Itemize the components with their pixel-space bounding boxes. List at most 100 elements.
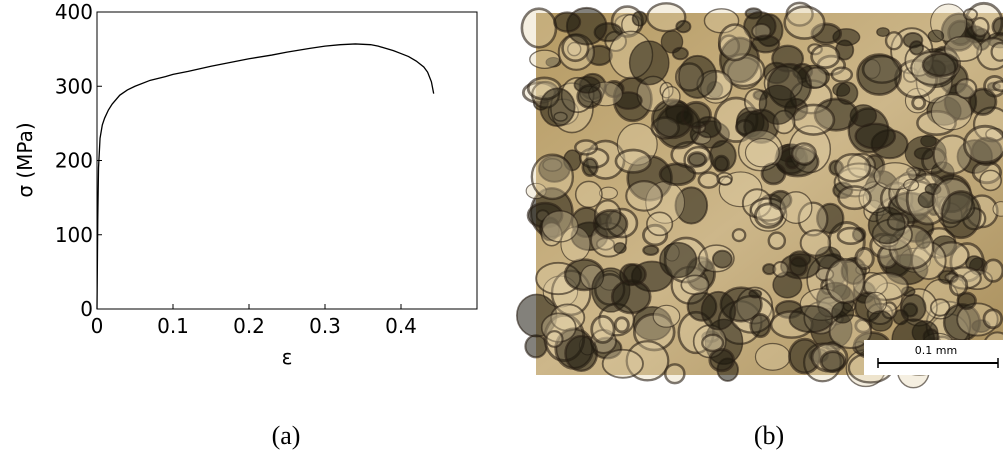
grain — [680, 274, 710, 296]
grain — [854, 246, 875, 271]
caption: (a) — [272, 421, 301, 450]
grain — [680, 100, 712, 129]
grain — [927, 29, 945, 43]
grain — [661, 85, 681, 107]
y-tick-label: 0 — [80, 297, 93, 321]
y-tick-label: 100 — [55, 223, 93, 247]
grain — [631, 10, 648, 27]
grain — [909, 40, 925, 56]
grain — [819, 350, 847, 374]
grain — [884, 31, 904, 51]
grain — [686, 151, 708, 168]
y-tick-label: 400 — [55, 0, 93, 24]
grain — [749, 313, 772, 339]
grain — [529, 49, 561, 70]
scale-bar-label: 0.1 mm — [915, 344, 957, 357]
x-tick-label: 0.3 — [309, 314, 341, 338]
grain — [791, 142, 817, 165]
grain — [976, 37, 1003, 71]
grain — [791, 103, 836, 136]
grain — [540, 312, 577, 343]
grain — [783, 5, 826, 40]
grain — [854, 122, 897, 150]
scale-bar-box — [864, 340, 1003, 375]
grain — [867, 206, 906, 245]
grain — [911, 95, 927, 111]
grain — [553, 11, 582, 33]
grain — [840, 256, 867, 285]
grain — [762, 263, 777, 276]
grain — [750, 34, 781, 54]
grain — [954, 78, 978, 100]
grain — [642, 244, 660, 257]
grain — [625, 180, 664, 212]
stress-strain-curve — [96, 43, 435, 310]
grain — [735, 110, 770, 140]
grain — [979, 169, 1003, 192]
grain — [754, 342, 791, 371]
grain — [991, 16, 1003, 37]
grain — [567, 41, 582, 57]
grain — [677, 54, 718, 99]
y-tick-label: 200 — [55, 149, 93, 173]
grain — [708, 347, 735, 373]
plot-frame — [96, 11, 478, 310]
grain — [968, 87, 998, 116]
grain — [834, 153, 872, 183]
grain — [610, 279, 652, 315]
x-tick-label: 0.2 — [233, 314, 265, 338]
grain — [903, 178, 920, 192]
grain — [929, 298, 951, 317]
grain — [560, 226, 591, 262]
grain — [971, 16, 990, 38]
grain — [856, 53, 902, 96]
grain — [970, 136, 1003, 167]
x-tick-label: 0.1 — [157, 314, 189, 338]
grain — [799, 229, 832, 257]
grain — [788, 304, 834, 334]
y-axis-label: σ (MPa) — [13, 122, 37, 197]
grain — [940, 190, 982, 240]
grain — [810, 43, 841, 70]
grain — [520, 7, 558, 49]
grain — [603, 80, 625, 99]
grain — [628, 40, 670, 86]
grain — [675, 19, 692, 34]
grain — [748, 289, 763, 299]
grain — [540, 221, 563, 247]
grain — [709, 139, 737, 172]
caption: (b) — [754, 421, 784, 450]
grain — [767, 231, 787, 250]
grain — [601, 348, 644, 379]
grain — [539, 87, 576, 128]
grain — [943, 35, 983, 63]
grain — [836, 226, 865, 246]
grain — [933, 241, 970, 270]
grain — [545, 330, 564, 348]
micrograph — [516, 1, 1003, 389]
x-axis-label: ε — [282, 345, 293, 369]
grain — [816, 202, 845, 235]
grain — [701, 333, 725, 353]
grain — [744, 137, 780, 168]
grain — [592, 208, 629, 240]
grain — [574, 139, 598, 156]
grain — [700, 290, 737, 331]
grain — [948, 274, 969, 297]
grain — [962, 124, 1003, 165]
grain — [718, 175, 733, 186]
grain — [573, 75, 601, 94]
grain — [722, 53, 766, 88]
grain — [830, 66, 854, 83]
grain — [646, 211, 674, 237]
grain — [717, 23, 753, 62]
grain — [711, 249, 733, 269]
grain — [992, 80, 1003, 92]
grain — [837, 185, 872, 211]
grain — [590, 314, 616, 344]
grain — [788, 255, 808, 277]
grain — [963, 8, 978, 21]
grain — [731, 228, 747, 243]
grain — [982, 258, 1003, 283]
grain — [652, 304, 681, 328]
